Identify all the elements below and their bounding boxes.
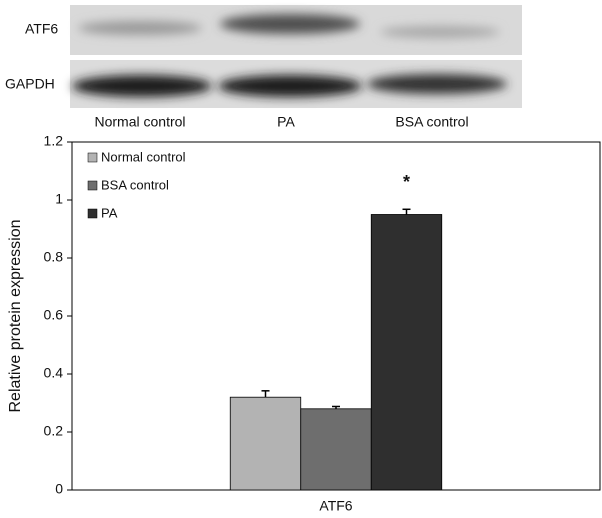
blot-row-label: ATF6 (25, 21, 58, 37)
blot-row-label: GAPDH (5, 76, 55, 92)
blot-lane-label: BSA control (395, 114, 468, 130)
y-tick-label: 0.4 (44, 365, 64, 381)
blot-lane-label: PA (277, 114, 295, 130)
legend-swatch (87, 180, 98, 191)
y-tick-label: 0 (55, 481, 63, 497)
legend-swatch (87, 208, 98, 219)
y-axis-label: Relative protein expression (7, 220, 24, 413)
y-tick-label: 0.8 (44, 249, 64, 265)
bar (229, 396, 302, 491)
significance-mark: * (403, 172, 410, 192)
legend-swatch (87, 152, 98, 163)
legend-label: PA (101, 205, 118, 220)
y-tick-label: 0.2 (44, 423, 64, 439)
legend-label: BSA control (101, 177, 169, 192)
y-tick-label: 1.2 (44, 133, 64, 149)
bar (370, 214, 443, 491)
bar (300, 408, 372, 491)
blot-lane-label: Normal control (94, 114, 185, 130)
y-tick-label: 0.6 (44, 307, 64, 323)
x-tick-label: ATF6 (319, 498, 352, 514)
legend-label: Normal control (101, 149, 186, 164)
y-tick-label: 1 (55, 191, 63, 207)
blot-image (70, 5, 522, 108)
